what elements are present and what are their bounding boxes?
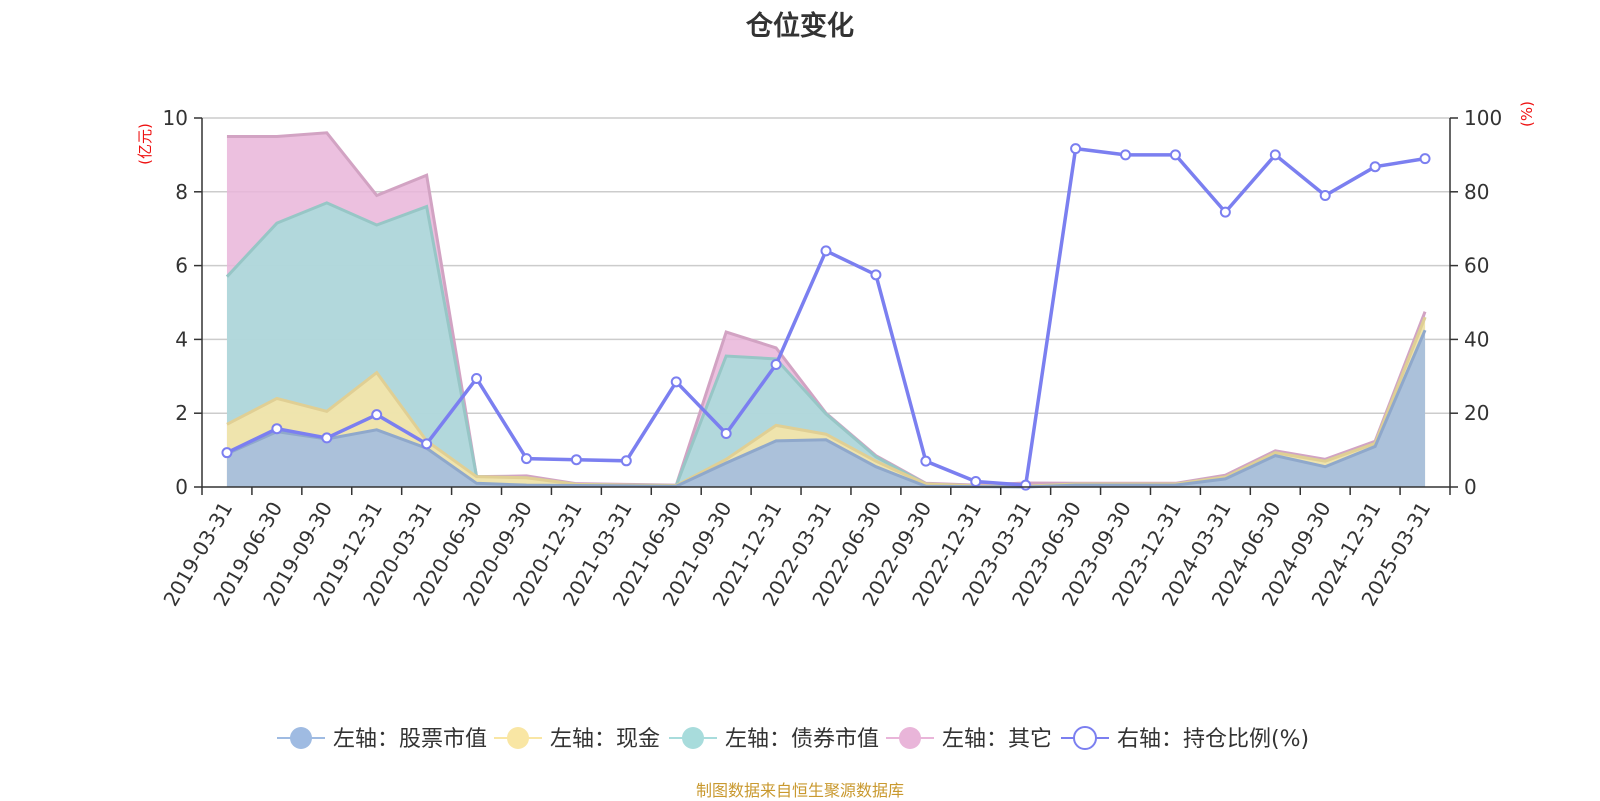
ratio-point — [371, 409, 383, 421]
legend-label: 右轴：持仓比例(%) — [1117, 727, 1309, 752]
ratio-point — [920, 455, 932, 467]
ratio-point — [970, 475, 982, 487]
legend-marker — [682, 727, 704, 749]
legend-marker — [290, 727, 312, 749]
ratio-point — [271, 423, 283, 435]
ratio-point — [1169, 149, 1181, 161]
ratio-point — [1419, 153, 1431, 165]
legend-item: 左轴：现金 — [494, 727, 660, 752]
left-axis-tick-label: 8 — [175, 180, 188, 204]
data-source-note: 制图数据来自恒生聚源数据库 — [695, 781, 904, 800]
ratio-point — [1120, 149, 1132, 161]
ratio-point — [820, 245, 832, 257]
ratio-point — [471, 373, 483, 385]
left-axis-tick-label: 2 — [175, 401, 188, 425]
ratio-point — [1269, 149, 1281, 161]
legend-item: 右轴：持仓比例(%) — [1061, 726, 1309, 752]
legend-label: 左轴：股票市值 — [333, 727, 487, 752]
chart-title: 仓位变化 — [746, 11, 854, 42]
area-series — [225, 131, 1427, 489]
ratio-line-series — [221, 143, 1431, 491]
legend: 左轴：股票市值 左轴：现金 左轴：债券市值 左轴：其它 右轴：持仓比例(%) — [277, 726, 1309, 752]
legend-label: 左轴：现金 — [550, 727, 660, 752]
ratio-point — [720, 427, 732, 439]
ratio-point — [870, 269, 882, 281]
ratio-point — [1319, 189, 1331, 201]
ratio-point — [520, 453, 532, 465]
right-axis-tick-label: 0 — [1464, 475, 1477, 499]
legend-marker — [507, 727, 529, 749]
right-axis-tick-label: 80 — [1464, 180, 1489, 204]
legend-item: 左轴：股票市值 — [277, 727, 487, 752]
left-axis-tick-label: 0 — [175, 475, 188, 499]
ratio-point — [570, 454, 582, 466]
ratio-point — [421, 438, 433, 450]
legend-label: 左轴：其它 — [942, 727, 1052, 752]
left-axis-tick-label: 6 — [175, 254, 188, 278]
right-axis-unit: (%) — [1518, 101, 1536, 127]
legend-marker — [899, 727, 921, 749]
legend-label: 左轴：债券市值 — [725, 727, 879, 752]
ratio-point — [1369, 161, 1381, 173]
area-fill — [226, 330, 1426, 487]
left-axis-tick-label: 4 — [175, 327, 188, 351]
ratio-point — [620, 455, 632, 467]
ratio-point — [221, 447, 233, 459]
right-axis-tick-label: 60 — [1464, 254, 1489, 278]
right-axis-tick-label: 20 — [1464, 401, 1489, 425]
ratio-point — [1020, 479, 1032, 491]
ratio-point — [321, 432, 333, 444]
legend-item: 左轴：债券市值 — [669, 727, 879, 752]
ratio-point — [770, 358, 782, 370]
legend-item: 左轴：其它 — [886, 727, 1052, 752]
left-axis-unit: (亿元) — [136, 123, 154, 165]
right-axis-tick-label: 40 — [1464, 327, 1489, 351]
left-axis-tick-label: 10 — [163, 106, 188, 130]
ratio-point — [1219, 206, 1231, 218]
right-axis-tick-label: 100 — [1464, 106, 1502, 130]
legend-marker — [1073, 726, 1097, 750]
ratio-point — [1070, 143, 1082, 155]
ratio-point — [670, 376, 682, 388]
